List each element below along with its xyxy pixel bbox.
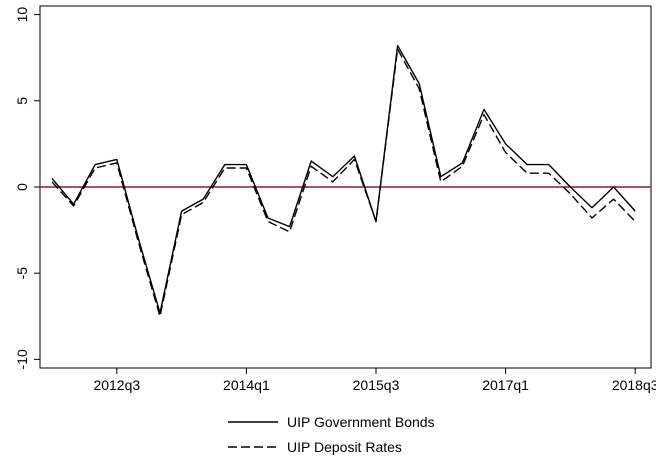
series-line-deposit-rates [51, 48, 636, 317]
y-tick-label: -10 [14, 349, 30, 369]
x-tick-label: 2015q3 [353, 377, 400, 393]
series-line-government-bonds [51, 44, 636, 314]
legend-label: UIP Government Bonds [287, 414, 435, 430]
y-tick-label: -5 [14, 267, 30, 280]
y-tick-label: 10 [14, 7, 30, 23]
x-tick-label: 2018q3 [612, 377, 656, 393]
y-tick-label: 5 [14, 97, 30, 105]
x-tick-label: 2012q3 [93, 377, 140, 393]
legend-label: UIP Deposit Rates [287, 439, 402, 455]
x-tick-label: 2017q1 [482, 377, 529, 393]
y-tick-label: 0 [14, 183, 30, 191]
x-tick-label: 2014q1 [223, 377, 270, 393]
